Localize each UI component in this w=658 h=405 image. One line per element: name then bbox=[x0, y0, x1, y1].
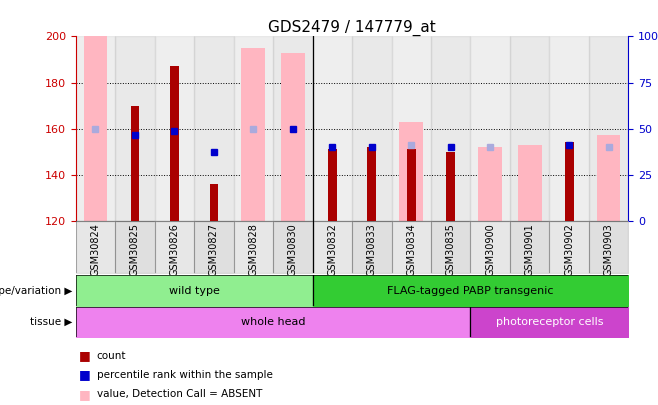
Text: GSM30903: GSM30903 bbox=[603, 224, 614, 276]
Text: GSM30835: GSM30835 bbox=[445, 224, 456, 276]
Text: genotype/variation ▶: genotype/variation ▶ bbox=[0, 286, 72, 296]
Text: ■: ■ bbox=[79, 369, 91, 382]
Text: count: count bbox=[97, 351, 126, 360]
Bar bbox=[518, 145, 542, 221]
Bar bbox=[241, 48, 265, 221]
Text: GSM30832: GSM30832 bbox=[327, 224, 338, 276]
Bar bbox=[328, 149, 337, 221]
Bar bbox=[510, 36, 549, 221]
Text: GSM30826: GSM30826 bbox=[169, 224, 180, 276]
Text: GSM30902: GSM30902 bbox=[564, 224, 574, 276]
Text: percentile rank within the sample: percentile rank within the sample bbox=[97, 370, 272, 380]
Bar bbox=[478, 147, 502, 221]
Text: GSM30824: GSM30824 bbox=[90, 224, 101, 276]
Text: GSM30901: GSM30901 bbox=[524, 224, 535, 276]
Text: ■: ■ bbox=[79, 388, 91, 401]
Bar bbox=[367, 147, 376, 221]
Bar bbox=[431, 36, 470, 221]
Title: GDS2479 / 147779_at: GDS2479 / 147779_at bbox=[268, 20, 436, 36]
Text: GSM30833: GSM30833 bbox=[367, 224, 377, 276]
Bar bbox=[407, 149, 416, 221]
Text: tissue ▶: tissue ▶ bbox=[30, 317, 72, 327]
Text: FLAG-tagged PABP transgenic: FLAG-tagged PABP transgenic bbox=[387, 286, 554, 296]
Text: GSM30827: GSM30827 bbox=[209, 224, 219, 276]
Bar bbox=[76, 36, 115, 221]
Bar bbox=[597, 136, 620, 221]
Bar bbox=[565, 143, 574, 221]
Text: GSM30830: GSM30830 bbox=[288, 224, 298, 276]
Bar bbox=[115, 36, 155, 221]
Bar bbox=[194, 36, 234, 221]
Bar bbox=[209, 184, 218, 221]
Text: photoreceptor cells: photoreceptor cells bbox=[495, 317, 603, 327]
Bar bbox=[589, 36, 628, 221]
Text: whole head: whole head bbox=[241, 317, 305, 327]
Bar bbox=[352, 36, 392, 221]
Bar bbox=[155, 36, 194, 221]
Text: GSM30900: GSM30900 bbox=[485, 224, 495, 276]
Bar bbox=[549, 36, 589, 221]
Text: GSM30834: GSM30834 bbox=[406, 224, 417, 276]
Bar bbox=[130, 106, 139, 221]
Bar bbox=[446, 151, 455, 221]
Bar bbox=[170, 66, 179, 221]
Bar bbox=[392, 36, 431, 221]
Text: GSM30828: GSM30828 bbox=[248, 224, 259, 276]
Bar bbox=[273, 36, 313, 221]
Bar bbox=[470, 36, 510, 221]
Text: ■: ■ bbox=[79, 349, 91, 362]
Bar bbox=[234, 36, 273, 221]
Bar bbox=[281, 53, 305, 221]
Bar bbox=[313, 36, 352, 221]
Text: wild type: wild type bbox=[168, 286, 220, 296]
Text: GSM30825: GSM30825 bbox=[130, 224, 140, 276]
Text: value, Detection Call = ABSENT: value, Detection Call = ABSENT bbox=[97, 390, 262, 399]
Bar bbox=[84, 36, 107, 221]
Bar bbox=[399, 122, 423, 221]
